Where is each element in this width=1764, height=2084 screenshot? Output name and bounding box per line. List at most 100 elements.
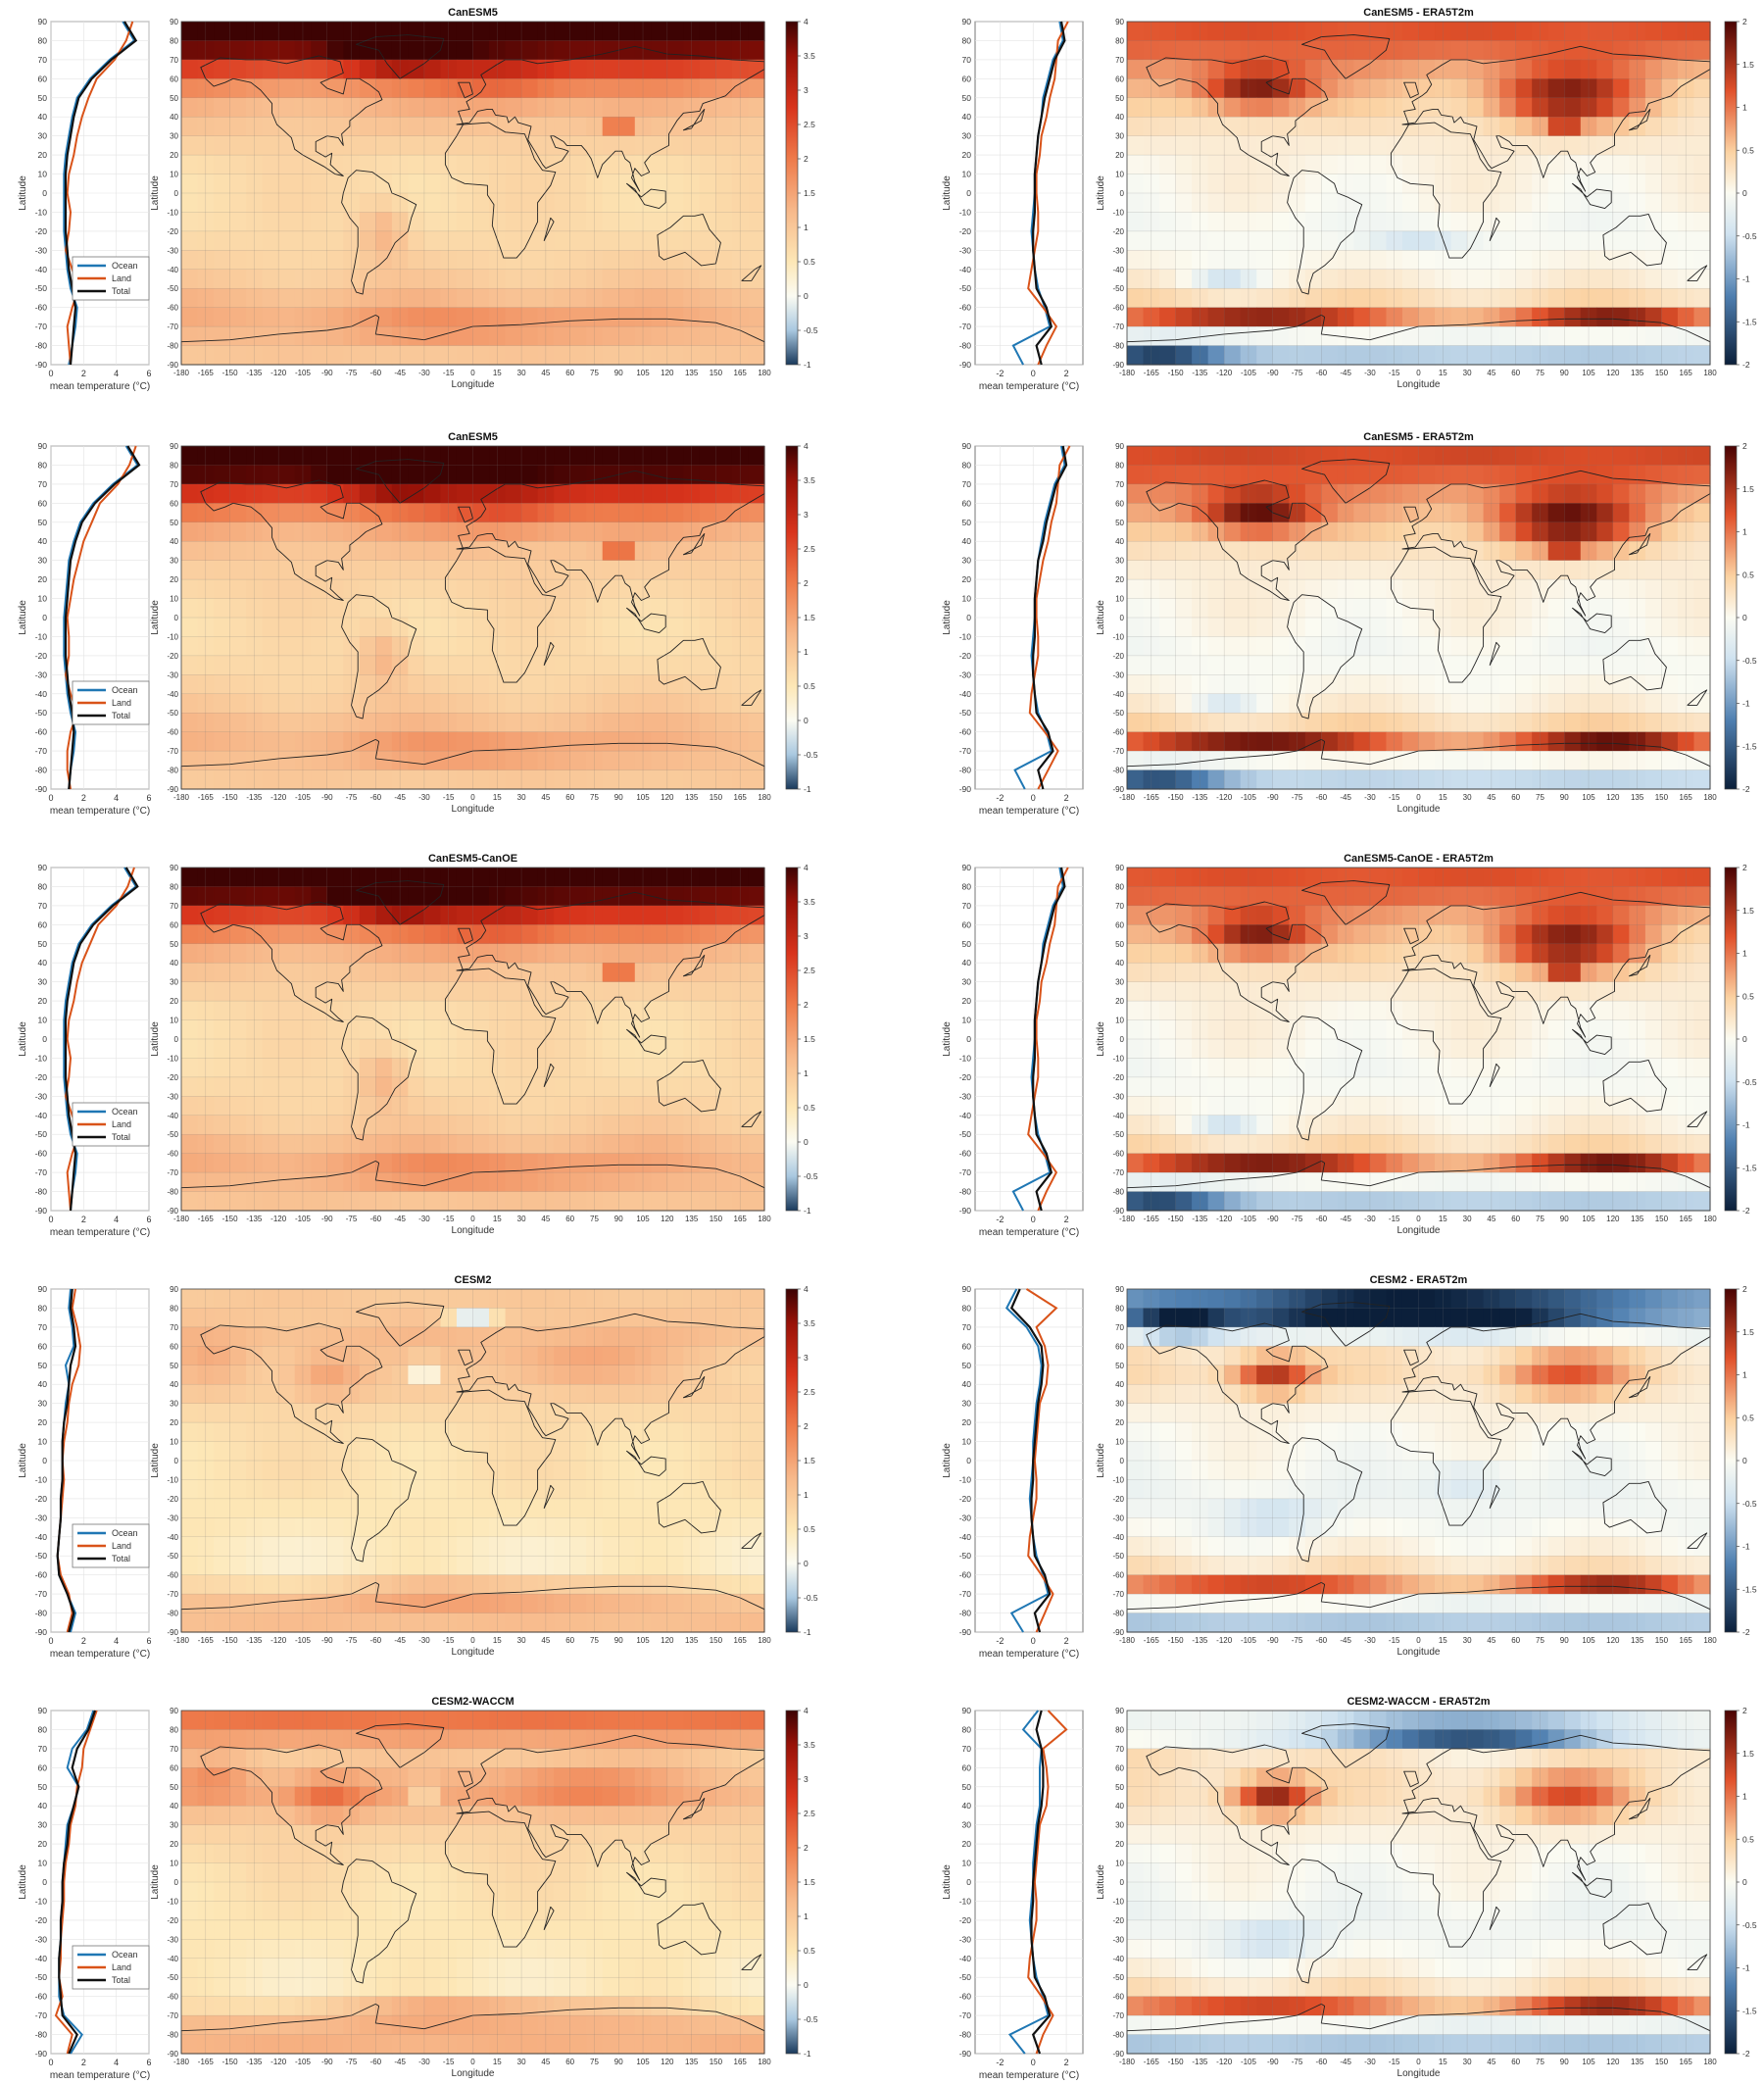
- map-cell: [618, 97, 636, 118]
- map-cell: [1693, 674, 1711, 695]
- map-cell: [278, 636, 296, 657]
- map-cell: [1175, 598, 1193, 619]
- map-cell: [715, 1172, 733, 1193]
- map-cell: [634, 1172, 652, 1193]
- map-cell: [1369, 22, 1388, 42]
- legend-label-land: Land: [112, 273, 131, 283]
- map-cell: [602, 117, 619, 137]
- map-cell: [1547, 135, 1565, 156]
- map-cell: [311, 981, 328, 1002]
- map-cell: [229, 1001, 247, 1021]
- map-cell: [586, 655, 604, 675]
- map-cell: [1644, 560, 1663, 580]
- map-cell: [666, 1019, 684, 1040]
- profile-lat-tick: 20: [962, 150, 972, 160]
- map-cell: [1580, 521, 1597, 542]
- map-cell: [537, 1019, 555, 1040]
- map-cell: [391, 78, 409, 99]
- map-cell: [554, 59, 571, 79]
- map-cell: [1661, 40, 1679, 61]
- map-lat-tick: -90: [167, 361, 178, 370]
- map-cell: [1159, 1001, 1177, 1021]
- map-cell: [1596, 250, 1614, 271]
- map-cell: [1272, 1019, 1290, 1040]
- map-cell: [505, 886, 522, 907]
- map-cell: [262, 731, 279, 752]
- map-cell: [1304, 924, 1322, 945]
- map-cell: [1386, 905, 1403, 925]
- map-cell: [1369, 212, 1388, 232]
- map-cell: [391, 212, 409, 232]
- map-cell: [1629, 598, 1646, 619]
- profile-lat-tick: 50: [38, 1361, 48, 1370]
- map-lon-tick: 135: [1631, 793, 1644, 802]
- map-cell: [1401, 269, 1420, 289]
- map-cell: [311, 250, 328, 271]
- map-cell: [586, 1153, 604, 1173]
- map-cell: [505, 326, 522, 347]
- map-cell: [554, 674, 571, 695]
- map-cell: [262, 1001, 279, 1021]
- map-cell: [634, 693, 652, 714]
- map-cell: [229, 1172, 247, 1193]
- map-cell: [505, 560, 522, 580]
- map-cell: [246, 521, 264, 542]
- map-cell: [1353, 135, 1371, 156]
- map-cell: [1386, 1076, 1403, 1097]
- map-cell: [1499, 579, 1517, 600]
- map-cell: [1304, 174, 1322, 194]
- map-cell: [666, 1153, 684, 1173]
- map-cell: [1467, 1153, 1485, 1173]
- map-cell: [1467, 483, 1485, 504]
- map-cell: [440, 465, 458, 485]
- map-cell: [311, 97, 328, 118]
- profile-lat-tick: 30: [962, 556, 972, 566]
- map-cell: [1272, 618, 1290, 638]
- map-cell: [1401, 135, 1420, 156]
- map-cell: [1677, 483, 1695, 504]
- map-lat-tick: -60: [167, 1150, 178, 1159]
- profile-lat-tick: -70: [959, 1167, 972, 1177]
- coastline: [1287, 170, 1363, 295]
- map-cell: [294, 446, 312, 467]
- map-lat-tick: -50: [167, 1130, 178, 1139]
- map-cell: [262, 1096, 279, 1116]
- map-cell: [666, 78, 684, 99]
- map-cell: [1629, 345, 1646, 366]
- map-cell: [1127, 598, 1145, 619]
- map-cell: [1159, 155, 1177, 175]
- map-cell: [1467, 1001, 1485, 1021]
- map-cell: [246, 905, 264, 925]
- profile-lat-tick: 10: [962, 170, 972, 179]
- map-cell: [181, 636, 199, 657]
- map-cell: [408, 521, 425, 542]
- map-cell: [1401, 731, 1420, 752]
- map-cell: [294, 326, 312, 347]
- map-cell: [699, 174, 717, 194]
- map-cell: [181, 174, 199, 194]
- coastline: [444, 546, 557, 683]
- map-cell: [1564, 521, 1582, 542]
- map-cell: [1337, 981, 1354, 1002]
- map-cell: [715, 521, 733, 542]
- map-cell: [554, 230, 571, 251]
- map-cell: [246, 731, 264, 752]
- colorbar-tick-label: 2: [804, 1000, 808, 1010]
- map-cell: [505, 446, 522, 467]
- map-cell: [521, 155, 539, 175]
- map-cell: [748, 288, 765, 309]
- profile-lat-tick: 60: [38, 74, 48, 83]
- map-cell: [375, 1076, 393, 1097]
- map-cell: [229, 59, 247, 79]
- map-lon-tick: -150: [1168, 793, 1185, 802]
- map-lon-tick: -30: [1364, 1215, 1376, 1223]
- map-cell: [1353, 655, 1371, 675]
- profile-lat-tick: 40: [38, 536, 48, 546]
- map-cell: [715, 250, 733, 271]
- coastline: [1628, 954, 1651, 977]
- map-cell: [489, 943, 507, 964]
- map-cell: [1192, 212, 1209, 232]
- map-cell: [1369, 446, 1388, 467]
- map-cell: [1693, 307, 1711, 327]
- map-cell: [1207, 579, 1225, 600]
